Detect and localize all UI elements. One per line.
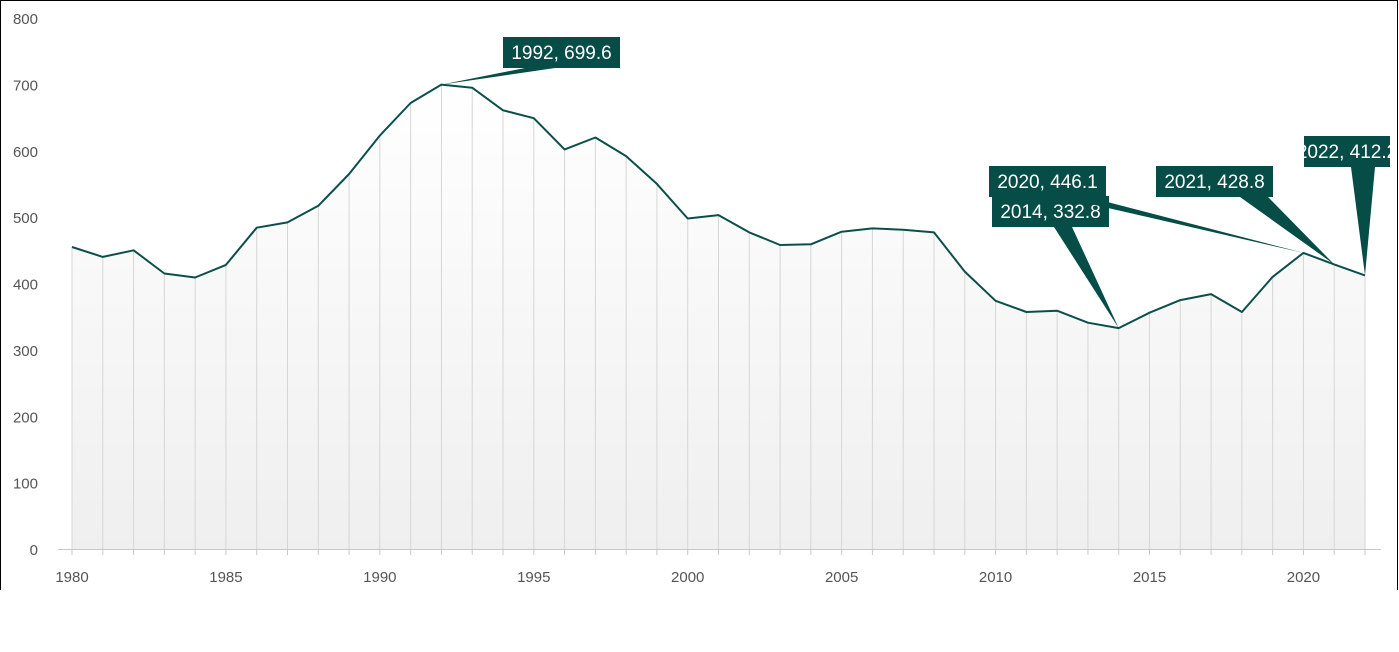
callout-pointer-2021 xyxy=(1240,197,1335,265)
x-tick-label-1990: 1990 xyxy=(363,569,396,586)
y-tick-label-300: 300 xyxy=(13,343,38,360)
y-tick-label-0: 0 xyxy=(30,542,38,559)
callout-box-2021 xyxy=(1156,166,1273,197)
grid-layer xyxy=(71,84,1366,549)
series-line xyxy=(71,83,1366,330)
line-layer xyxy=(71,83,1366,330)
callout-box-2022 xyxy=(1304,136,1390,167)
callout-1992: 1992, 699.6 xyxy=(441,37,620,85)
callout-label-2020: 2020, 446.1 xyxy=(997,172,1097,193)
x-tick-label-1995: 1995 xyxy=(517,569,550,586)
x-tick-label-2020: 2020 xyxy=(1287,569,1320,586)
callout-2020: 2020, 446.1 xyxy=(989,166,1304,253)
callout-2022: 2022, 412.2 xyxy=(1297,136,1397,276)
x-tick-label-2010: 2010 xyxy=(979,569,1012,586)
callout-box-1992 xyxy=(503,37,620,68)
callout-pointer-2022 xyxy=(1351,167,1375,276)
callout-label-2014: 2014, 332.8 xyxy=(1000,202,1100,223)
callout-2021: 2021, 428.8 xyxy=(1156,166,1335,265)
callout-layer: 1992, 699.6 2014, 332.8 2020, 446.1 2021, 4… xyxy=(441,37,1397,329)
callout-label-2022: 2022, 412.2 xyxy=(1297,142,1397,163)
x-tick-label-2000: 2000 xyxy=(671,569,704,586)
y-tick-label-400: 400 xyxy=(13,277,38,294)
y-tick-label-700: 700 xyxy=(13,77,38,94)
callout-pointer-1992 xyxy=(441,68,555,85)
y-tick-label-100: 100 xyxy=(13,476,38,493)
callout-label-2021: 2021, 428.8 xyxy=(1164,172,1264,193)
chart-frame xyxy=(0,0,1398,590)
callout-pointer-2014 xyxy=(1054,227,1119,329)
x-tick-label-1980: 1980 xyxy=(55,569,88,586)
axis-layer: 1980 1985 1990 1995 2000 2005 2010 2015 2020 0 100… xyxy=(13,11,1381,586)
x-tick-label-2015: 2015 xyxy=(1133,569,1166,586)
callout-pointer-2020 xyxy=(1060,197,1304,253)
callout-box-2020 xyxy=(989,166,1106,197)
y-tick-label-200: 200 xyxy=(13,409,38,426)
x-tick-label-2005: 2005 xyxy=(825,569,858,586)
y-tick-label-500: 500 xyxy=(13,210,38,227)
callout-label-1992: 1992, 699.6 xyxy=(511,43,611,64)
y-tick-label-600: 600 xyxy=(13,144,38,161)
x-tick-label-1985: 1985 xyxy=(209,569,242,586)
callout-2014: 2014, 332.8 xyxy=(992,196,1119,329)
y-tick-label-800: 800 xyxy=(13,11,38,28)
